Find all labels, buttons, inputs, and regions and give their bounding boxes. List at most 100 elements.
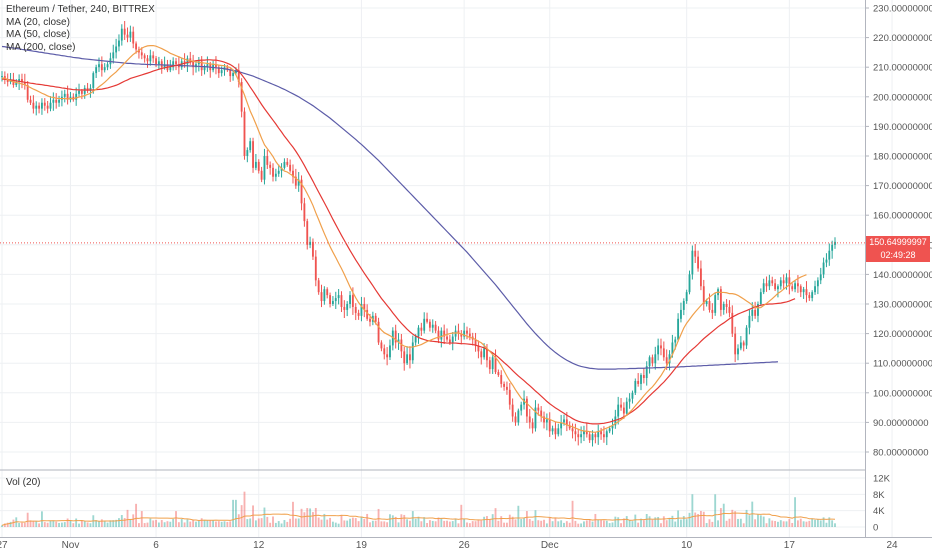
volume-bar [782, 521, 785, 527]
volume-bar [397, 522, 400, 527]
volume-bar [340, 514, 343, 527]
candle-body [739, 342, 742, 349]
volume-bar [588, 519, 591, 527]
candle-body [722, 304, 725, 310]
volume-bar [671, 515, 674, 527]
candle-body [106, 64, 109, 68]
volume-bar [323, 513, 326, 527]
volume-bar [246, 519, 249, 527]
candle-body [38, 105, 41, 109]
candle-body [540, 410, 543, 417]
candle-body [380, 342, 383, 349]
price-tick-label: 210.00000000 [873, 63, 932, 74]
volume-bar [777, 521, 779, 527]
candle-body [292, 170, 294, 177]
candle-body [685, 292, 688, 302]
candle-body [229, 70, 232, 77]
volume-bar [172, 519, 175, 527]
volume-bar [169, 521, 172, 527]
volume-bar [426, 522, 428, 527]
candle-body [765, 283, 768, 287]
candle-body [705, 301, 708, 304]
volume-bar [243, 491, 246, 527]
volume-bar [143, 523, 146, 527]
candle-body [346, 304, 349, 310]
volume-bar [614, 516, 617, 527]
volume-bar [135, 503, 138, 527]
candle-body [543, 416, 545, 423]
candle-body [186, 58, 189, 65]
volume-bar [331, 521, 334, 527]
volume-bars [1, 491, 836, 527]
volume-bar [517, 505, 520, 527]
candle-body [83, 87, 86, 94]
volume-bar [525, 511, 528, 527]
volume-bar [9, 521, 12, 527]
legend-ma50: MA (50, close) [6, 29, 70, 40]
candle-body [6, 79, 9, 82]
volume-bar [503, 522, 506, 527]
candle-body [103, 67, 106, 71]
candle-body [280, 167, 283, 171]
candle-body [446, 336, 448, 340]
volume-bar [294, 518, 297, 527]
candle-body [565, 419, 568, 426]
volume-axis: 0 4K 8K 12K [873, 474, 891, 534]
candle-body [699, 268, 702, 287]
volume-bar [774, 520, 777, 527]
volume-bar [29, 520, 32, 527]
volume-bar [608, 523, 611, 527]
candle-body [791, 286, 794, 290]
volume-bar [175, 511, 177, 527]
volume-bar [123, 518, 126, 527]
candle-body [297, 179, 300, 186]
candle-body [497, 372, 500, 376]
candle-body [294, 176, 297, 186]
candle-body [451, 336, 454, 343]
volume-bar [183, 522, 186, 527]
symbol-title: Ethereum / Tether, 240, BITTREX [6, 4, 155, 15]
candle-body [240, 82, 243, 112]
candle-body [782, 280, 785, 284]
candle-body [545, 419, 548, 423]
candle-body [557, 428, 560, 435]
volume-bar [280, 523, 283, 527]
volume-bar [391, 515, 394, 527]
candle-body [257, 161, 260, 171]
candle-body [360, 304, 363, 316]
candle-body [409, 354, 411, 361]
volume-bar [605, 520, 608, 527]
candle-body [603, 434, 605, 438]
candle-body [32, 102, 35, 109]
volume-bar [98, 521, 100, 527]
volume-bar [811, 518, 814, 527]
candle-body [628, 398, 631, 402]
volume-bar [577, 523, 580, 527]
candle-body [249, 141, 252, 151]
volume-bar [411, 511, 414, 527]
candle-body [52, 99, 55, 103]
volume-bar [89, 523, 92, 527]
volume-bar [95, 520, 98, 527]
candle-body [794, 283, 796, 290]
volume-bar [386, 522, 389, 527]
volume-bar [597, 519, 600, 527]
price-tick-label: 190.00000000 [873, 122, 932, 133]
volume-bar [220, 521, 223, 527]
volume-bar [354, 518, 357, 527]
price-tick-label: 170.00000000 [873, 181, 932, 192]
ma50-line [1, 59, 796, 425]
volume-bar [112, 520, 115, 527]
volume-bar [138, 523, 140, 527]
volume-bar [417, 516, 420, 527]
ma200-line [1, 45, 779, 370]
candle-body [237, 70, 240, 82]
time-tick-label: 17 [784, 540, 796, 550]
candle-body [206, 64, 209, 68]
candle-body [768, 280, 771, 287]
candle-body [423, 318, 426, 331]
volume-bar [277, 521, 280, 527]
volume-bar [603, 520, 605, 527]
candle-body [272, 167, 274, 177]
